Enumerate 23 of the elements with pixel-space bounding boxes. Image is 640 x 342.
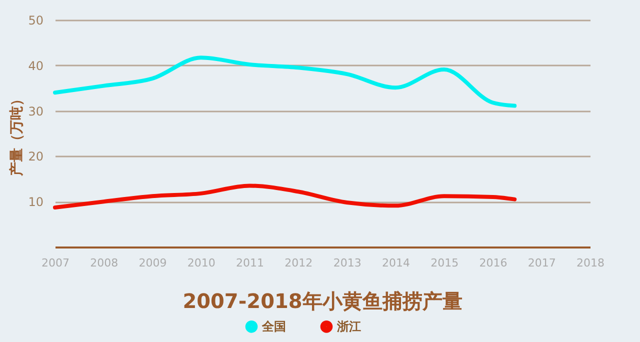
y-tick-label: 20	[28, 150, 44, 164]
text: 2007-2018年小黄鱼捕捞产量	[182, 289, 462, 313]
x-tick-label: 2017	[528, 256, 556, 270]
legend-label: 全国	[261, 320, 286, 334]
line-series	[53, 184, 517, 210]
y-tick-label: 50	[28, 14, 44, 28]
x-tick-label: 2010	[187, 256, 216, 270]
x-tick-label: 2009	[138, 256, 167, 270]
x-tick-label: 2013	[333, 256, 362, 270]
x-tick-label: 2008	[90, 256, 118, 270]
y-tick-label: 30	[28, 104, 44, 118]
x-tick-label: 2007	[42, 256, 70, 270]
x-tick-label: 2012	[284, 256, 313, 270]
x-tick-label: 2018	[576, 256, 604, 270]
y-tick-label: 10	[28, 195, 44, 210]
x-tick-label: 2016	[479, 256, 508, 270]
legend-label: 浙江	[336, 320, 361, 334]
y-tick-label: 40	[28, 58, 44, 73]
y-axis-title: 产量（万吨）	[8, 92, 26, 177]
line-series	[53, 56, 517, 108]
x-tick-label: 2015	[430, 256, 459, 270]
x-tick-label: 2014	[382, 256, 410, 270]
x-tick-label: 2011	[236, 256, 264, 270]
